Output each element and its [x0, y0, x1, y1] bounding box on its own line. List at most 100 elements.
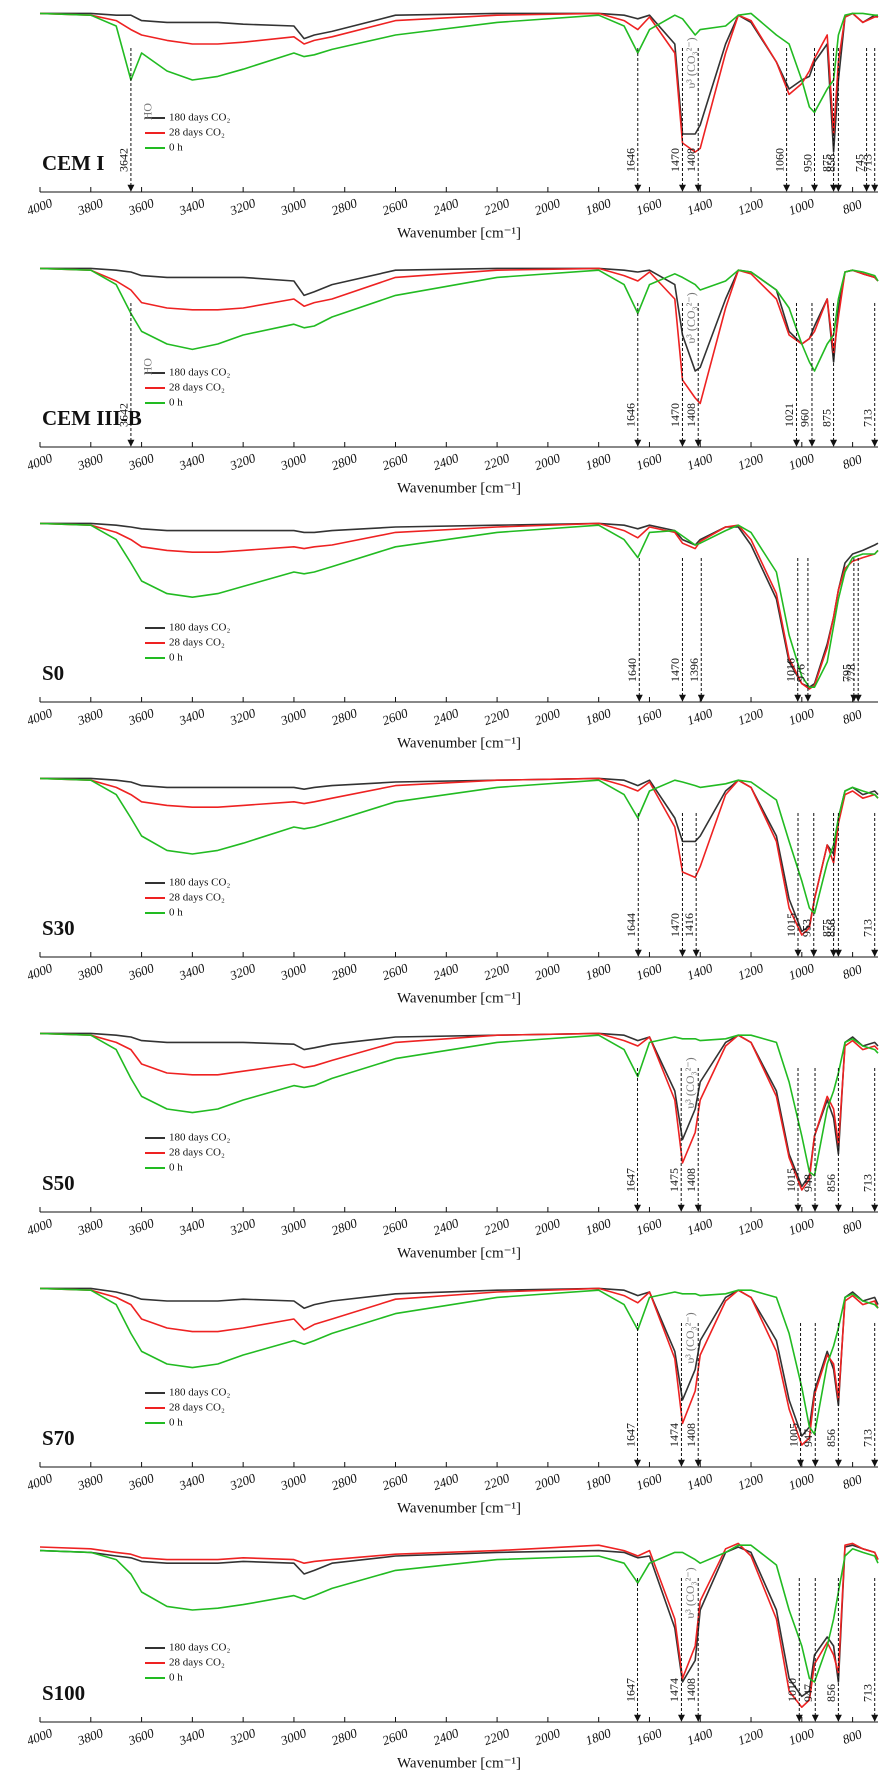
x-tick-label: 1600 [634, 960, 664, 983]
peak-label: 1015 [784, 1168, 798, 1192]
peak-label: 3642 [117, 403, 131, 427]
panel: 4000 3800 3600 3400 3200 3000 2800 2600 2400 2200… [25, 777, 879, 1006]
x-tick-label: 2000 [533, 705, 563, 728]
peak-label: 856 [824, 154, 838, 172]
x-tick-label: 800 [840, 706, 864, 727]
legend-label: 0 h [169, 907, 183, 919]
x-tick-label: 3600 [125, 1725, 156, 1749]
spectrum-line [39, 1544, 879, 1683]
x-axis-title: Wavenumber [cm⁻¹] [397, 1245, 521, 1261]
x-tick-label: 2200 [482, 195, 512, 218]
x-tick-label: 3400 [176, 960, 207, 984]
peak-label: 1060 [772, 148, 786, 172]
legend-label: 0 h [169, 397, 183, 409]
x-tick-label: 2600 [380, 705, 410, 728]
x-tick-label: 3800 [75, 195, 106, 219]
peak-label: 1408 [684, 1168, 698, 1192]
peak-label: 713 [860, 154, 874, 172]
legend-label: 28 days CO₂ [169, 382, 225, 394]
x-tick-label: 3800 [75, 450, 106, 474]
panel: 4000 3800 3600 3400 3200 3000 2800 2600 2400 2200… [25, 267, 879, 496]
peak-label: 1408 [684, 1678, 698, 1702]
x-tick-label: 2000 [533, 195, 563, 218]
x-tick-label: 1400 [685, 450, 715, 473]
legend-label: 180 days CO₂ [169, 1642, 230, 1654]
peak-label: 1646 [624, 148, 638, 172]
x-tick-label: 3200 [227, 450, 258, 474]
x-tick-label: 3000 [278, 195, 309, 219]
legend-label: 28 days CO₂ [169, 637, 225, 649]
legend-label: 180 days CO₂ [169, 1387, 230, 1399]
x-tick-label: 2800 [329, 450, 359, 473]
peak-label: 1470 [668, 403, 682, 427]
x-tick-label: 4000 [25, 1470, 55, 1493]
sample-label: CEM I [42, 151, 104, 175]
peak-label: 1470 [668, 658, 682, 682]
x-tick-label: 1600 [634, 1215, 664, 1238]
x-tick-label: 1800 [583, 1725, 613, 1748]
x-tick-label: 3400 [176, 705, 207, 729]
x-tick-label: 1000 [787, 195, 817, 218]
peak-label: 1644 [624, 913, 638, 937]
x-tick-label: 1400 [685, 1725, 715, 1748]
peak-label: 713 [860, 1429, 874, 1447]
peak-label: 947 [801, 1429, 815, 1447]
peak-label: 1646 [624, 403, 638, 427]
peak-label: 1640 [625, 658, 639, 682]
legend-label: 0 h [169, 1417, 183, 1429]
x-tick-label: 2400 [431, 195, 461, 218]
peak-label: 875 [819, 919, 833, 937]
x-tick-label: 800 [840, 1471, 864, 1492]
band-note: υ³ (CO₃²⁻) [684, 292, 698, 343]
x-tick-label: 800 [840, 961, 864, 982]
x-tick-label: 1400 [685, 1215, 715, 1238]
peak-label: 1010 [785, 1678, 799, 1702]
oh-note: OH [141, 358, 155, 376]
spectrum-line [39, 1287, 879, 1446]
x-tick-label: 3200 [227, 960, 258, 984]
x-tick-label: 1400 [685, 1470, 715, 1493]
spectrum-line [39, 267, 879, 405]
x-tick-label: 2800 [329, 960, 359, 983]
sample-label: S50 [42, 1171, 75, 1195]
x-tick-label: 3400 [176, 1470, 207, 1494]
x-tick-label: 3200 [227, 1470, 258, 1494]
x-tick-label: 3000 [278, 450, 309, 474]
x-tick-label: 4000 [25, 1725, 55, 1748]
x-tick-label: 2400 [431, 705, 461, 728]
legend-label: 28 days CO₂ [169, 127, 225, 139]
x-tick-label: 1400 [685, 705, 715, 728]
x-tick-label: 1000 [787, 1215, 817, 1238]
spectrum-line [39, 12, 878, 153]
x-tick-label: 4000 [25, 960, 55, 983]
peak-label: 778 [844, 664, 858, 682]
peak-label: 713 [860, 1684, 874, 1702]
x-tick-label: 2400 [431, 1470, 461, 1493]
spectrum-line [39, 1032, 879, 1191]
x-tick-label: 1800 [583, 1470, 613, 1493]
x-tick-label: 3600 [125, 1470, 156, 1494]
spectrum-line [39, 12, 878, 114]
panel: 4000 3800 3600 3400 3200 3000 2800 2600 2400 2200… [25, 1542, 879, 1771]
x-tick-label: 3800 [75, 1470, 106, 1494]
peak-label: 950 [800, 154, 814, 172]
x-tick-label: 800 [840, 1726, 864, 1747]
peak-label: 1016 [784, 658, 798, 682]
spectrum-line [39, 1542, 879, 1708]
x-axis-title: Wavenumber [cm⁻¹] [397, 1755, 521, 1771]
x-tick-label: 2000 [533, 1470, 563, 1493]
x-tick-label: 3000 [278, 1215, 309, 1239]
legend-label: 0 h [169, 142, 183, 154]
peak-label: 795 [840, 664, 854, 682]
x-tick-label: 1200 [736, 960, 766, 983]
spectrum-line [40, 1287, 879, 1437]
x-tick-label: 2800 [329, 1215, 359, 1238]
spectrum-line [39, 1032, 879, 1177]
peak-label: 1396 [687, 658, 701, 682]
x-tick-label: 3600 [125, 705, 156, 729]
x-tick-label: 1400 [685, 960, 715, 983]
x-tick-label: 3400 [176, 450, 207, 474]
legend-label: 180 days CO₂ [169, 622, 230, 634]
x-tick-label: 2000 [533, 1215, 563, 1238]
